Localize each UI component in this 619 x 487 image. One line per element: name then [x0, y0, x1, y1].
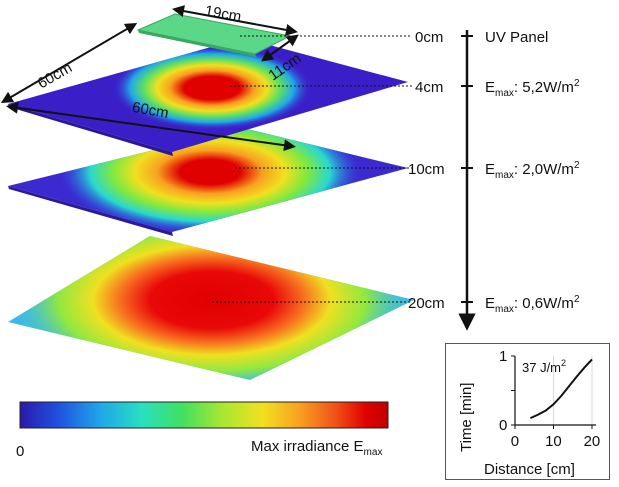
plane-width-arrow: [6, 101, 296, 152]
panel-width-arrow: [172, 5, 298, 36]
colorbar-min-label: 0: [16, 443, 24, 460]
distance-label-10cm: 10cm: [408, 161, 445, 178]
emax-label-20cm: Emax: 0,6W/m2: [485, 294, 580, 315]
panel-width-label: 19cm: [203, 3, 242, 26]
emax-label-4cm: Emax: 5,2W/m2: [485, 78, 580, 99]
inset-ylabel: Time [min]: [458, 383, 475, 452]
plane-width-label: 60cm: [131, 99, 170, 122]
inset-chart-frame: [445, 343, 610, 480]
distance-axis-arrow: [458, 30, 476, 331]
inset-ytick-label: 0: [499, 417, 507, 434]
inset-xtick-label: 10: [545, 433, 562, 450]
inset-ytick-label: 1: [499, 348, 507, 365]
inset-xtick-label: 0: [511, 433, 519, 450]
panel-depth-arrow: [261, 34, 299, 62]
emax-label-10cm: Emax: 2,0W/m2: [485, 160, 580, 181]
colorbar-title: Max irradiance Emax: [251, 438, 382, 458]
distance-label-20cm: 20cm: [408, 295, 445, 312]
inset-series-line: [529, 358, 593, 420]
uv-panel-label: UV Panel: [485, 29, 548, 46]
distance-label-4cm: 4cm: [415, 79, 443, 96]
distance-label-0cm: 0cm: [415, 29, 443, 46]
colorbar: [19, 401, 389, 429]
inset-annotation: 37 J/m2: [522, 358, 566, 375]
plane-depth-arrow: [0, 22, 138, 104]
inset-gridlines: [553, 356, 593, 425]
inset-xtick-label: 20: [584, 433, 601, 450]
inset-xlabel: Distance [cm]: [484, 461, 575, 478]
